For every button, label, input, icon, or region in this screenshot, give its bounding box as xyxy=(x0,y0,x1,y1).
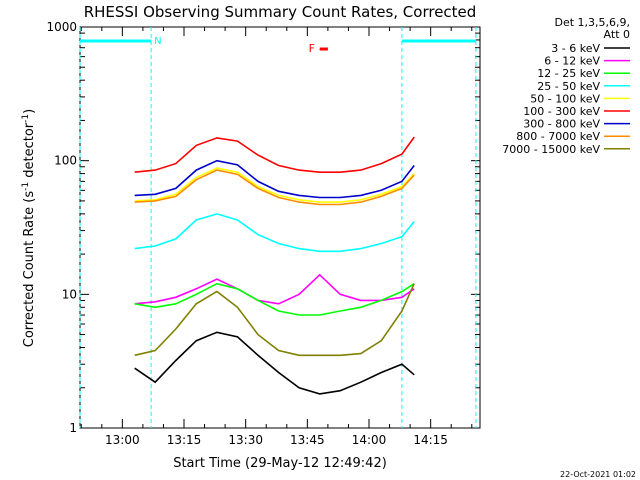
series-line-50-100-kev xyxy=(134,167,415,203)
legend-label: 6 - 12 keV xyxy=(544,55,600,68)
chart-title: RHESSI Observing Summary Count Rates, Co… xyxy=(84,3,477,21)
x-tick-label: 13:45 xyxy=(290,433,325,447)
y-axis-label: Corrected Count Rate (s-1 detector-1) xyxy=(21,109,37,347)
series-line-6-12-kev xyxy=(134,273,415,305)
plot-area: 1 10 100 1000 13:00 13:15 13:30 13:45 14:00 14:15… xyxy=(46,20,481,447)
legend-label: 300 - 800 keV xyxy=(523,118,600,131)
x-tick-label: 14:15 xyxy=(413,433,448,447)
x-tick-label: 13:30 xyxy=(228,433,263,447)
x-axis-label: Start Time (29-May-12 12:49:42) xyxy=(173,456,387,471)
series-line-3-6-kev xyxy=(134,331,415,395)
series-line-25-50-kev xyxy=(134,213,415,253)
legend-header-line1: Det 1,3,5,6,9, xyxy=(554,16,630,29)
series-line-100-300-kev xyxy=(134,136,415,173)
y-tick-label: 1000 xyxy=(46,20,77,34)
n-flag-label: N xyxy=(154,36,161,47)
legend-label: 100 - 300 keV xyxy=(523,105,600,118)
legend-label: 3 - 6 keV xyxy=(551,42,600,55)
legend-label: 7000 - 15000 keV xyxy=(502,143,600,156)
f-flag-label: F xyxy=(309,42,315,55)
x-tick-label: 13:00 xyxy=(105,433,140,447)
series-line-300-800-kev xyxy=(134,159,415,199)
y-tick-label: 10 xyxy=(62,287,77,301)
x-tick-label: 13:15 xyxy=(167,433,202,447)
legend-label: 800 - 7000 keV xyxy=(516,130,600,143)
plot-frame xyxy=(79,26,481,429)
legend-header-line2: Att 0 xyxy=(604,28,630,41)
series-line-7000-15000-kev xyxy=(134,283,415,357)
legend-label: 25 - 50 keV xyxy=(537,80,600,93)
y-tick-label: 1 xyxy=(69,421,77,435)
series-line-800-7000-kev xyxy=(134,169,415,206)
legend-label: 12 - 25 keV xyxy=(537,67,600,80)
footer-timestamp: 22-Oct-2021 01:02 xyxy=(560,470,636,479)
legend-label: 50 - 100 keV xyxy=(530,92,600,105)
x-tick-label: 14:00 xyxy=(352,433,387,447)
y-tick-label: 100 xyxy=(54,154,77,168)
series-line-12-25-kev xyxy=(134,282,415,316)
